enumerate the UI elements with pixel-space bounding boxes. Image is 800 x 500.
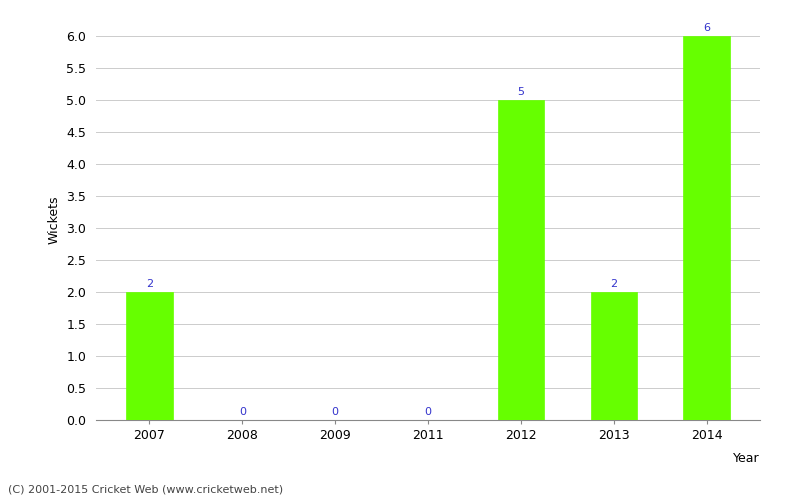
Text: 0: 0 (332, 407, 338, 417)
Text: (C) 2001-2015 Cricket Web (www.cricketweb.net): (C) 2001-2015 Cricket Web (www.cricketwe… (8, 485, 283, 495)
Text: 6: 6 (703, 23, 710, 33)
Text: 0: 0 (238, 407, 246, 417)
Text: 5: 5 (518, 87, 524, 97)
Bar (590, 292, 637, 420)
Text: 2: 2 (610, 279, 618, 289)
Bar (498, 100, 544, 420)
Text: 0: 0 (425, 407, 431, 417)
Bar (126, 292, 173, 420)
Text: 2: 2 (146, 279, 153, 289)
Text: Year: Year (734, 452, 760, 465)
Y-axis label: Wickets: Wickets (48, 196, 61, 244)
Bar (683, 36, 730, 420)
